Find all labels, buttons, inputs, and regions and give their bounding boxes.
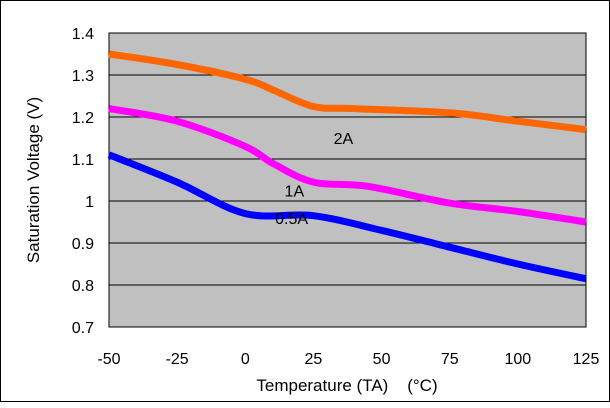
series-label: 2A: [334, 131, 354, 148]
series-label: 0.5A: [275, 211, 308, 228]
y-tick-label: 1.4: [72, 26, 94, 43]
x-tick-label: -25: [166, 351, 189, 368]
x-tick-label: 100: [505, 351, 532, 368]
series-annotations: 2A 1A 0.5A: [275, 131, 353, 228]
x-tick-label: 25: [305, 351, 323, 368]
series-label: 1A: [285, 184, 305, 201]
y-tick-label: 0.9: [72, 236, 94, 253]
series-lines: [107, 50, 587, 283]
y-tick-label: 1: [85, 194, 94, 211]
x-tick-label: 125: [573, 351, 600, 368]
y-tick-label: 1.2: [72, 110, 94, 127]
x-tick-label: 75: [441, 351, 459, 368]
y-tick-label: 1.3: [72, 68, 94, 85]
x-tick-label: 50: [373, 351, 391, 368]
y-tick-label: 0.7: [72, 320, 94, 337]
y-axis-title: Saturation Voltage (V): [24, 97, 43, 263]
gridlines: [109, 74, 586, 286]
x-axis-title: Temperature (TA) (°C): [256, 376, 437, 395]
series-line-0-5A: [107, 151, 587, 283]
y-axis-tick-labels: 0.7 0.8 0.9 1 1.1 1.2 1.3 1.4: [72, 26, 94, 337]
y-tick-label: 0.8: [72, 278, 94, 295]
x-tick-label: -50: [97, 351, 120, 368]
y-tick-label: 1.1: [72, 152, 94, 169]
x-tick-label: 0: [241, 351, 250, 368]
plot-area: [108, 32, 587, 328]
x-axis-tick-labels: -50 -25 0 25 50 75 100 125: [97, 351, 599, 368]
series-line-1A: [108, 105, 587, 226]
series-line-2A: [108, 50, 587, 134]
